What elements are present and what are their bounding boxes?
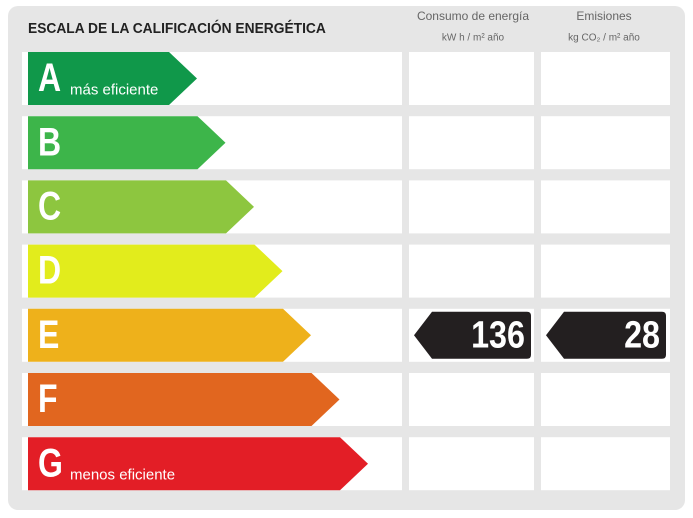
consumption-cell [409,373,534,426]
emissions-marker [546,311,666,359]
emissions-cell [541,116,670,170]
consumption-cell [409,437,534,491]
emissions-cell [541,373,670,426]
rating-arrow [28,373,340,426]
column-unit: kg CO₂ / m² año [568,33,640,44]
rating-letter: C [38,183,61,228]
rating-letter: B [38,119,61,164]
rating-letter: E [38,311,59,356]
consumption-value: 136 [471,314,525,356]
rating-arrow [28,52,197,105]
emissions-cell [541,244,670,298]
rating-letter: F [38,376,58,421]
consumption-cell [409,116,534,170]
rating-letter: G [38,440,63,485]
column-header: Emisiones [576,9,631,23]
emissions-cell [541,52,670,105]
rating-arrow [28,244,283,298]
rating-arrow [28,180,254,234]
consumption-cell [409,180,534,234]
consumption-cell [409,52,534,105]
rating-letter: D [38,247,61,292]
rating-note: más eficiente [70,81,158,98]
rating-note: menos eficiente [70,467,175,484]
title: ESCALA DE LA CALIFICACIÓN ENERGÉTICA [28,18,326,37]
emissions-cell [541,437,670,491]
emissions-value: 28 [624,314,660,356]
consumption-marker [414,311,531,359]
rating-arrow [28,116,226,170]
rating-arrow [28,437,368,491]
consumption-cell [409,244,534,298]
column-header: Consumo de energía [417,9,529,23]
emissions-cell [541,180,670,234]
column-unit: kW h / m² año [442,33,505,44]
rating-letter: A [38,55,61,100]
rating-arrow [28,308,311,362]
